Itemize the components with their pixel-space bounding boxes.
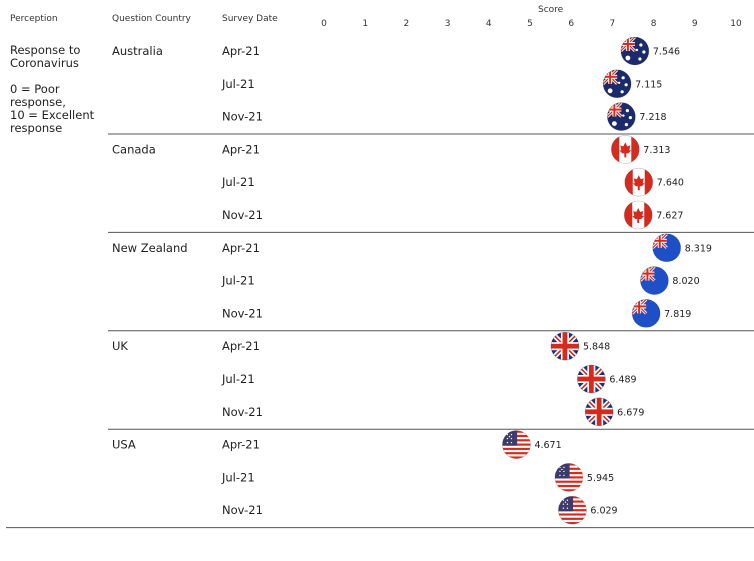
survey-date-label: Jul-21 bbox=[221, 175, 255, 189]
x-tick-label: 6 bbox=[568, 19, 574, 29]
usa-flag-icon bbox=[554, 463, 584, 492]
survey-date-label: Nov-21 bbox=[222, 110, 263, 124]
score-value-label: 7.627 bbox=[656, 211, 683, 222]
new-zealand-flag-icon bbox=[631, 299, 661, 328]
country-column-header: Question Country bbox=[112, 14, 191, 24]
score-value-label: 7.313 bbox=[643, 145, 670, 156]
score-value-label: 7.115 bbox=[635, 79, 662, 90]
country-label: New Zealand bbox=[112, 241, 188, 255]
uk-flag-icon bbox=[550, 331, 580, 361]
survey-date-label: Nov-21 bbox=[222, 503, 263, 517]
new-zealand-flag-icon bbox=[652, 233, 682, 263]
uk-flag-icon bbox=[577, 364, 606, 394]
survey-date-label: Nov-21 bbox=[222, 208, 263, 222]
perception-scale-line: 0 = Poor bbox=[10, 82, 60, 96]
score-value-label: 8.020 bbox=[672, 276, 699, 287]
score-value-label: 7.546 bbox=[653, 47, 680, 58]
score-value-label: 8.319 bbox=[685, 243, 712, 254]
uk-flag-icon bbox=[584, 397, 614, 427]
country-label: Canada bbox=[112, 142, 156, 156]
x-tick-label: 0 bbox=[321, 19, 327, 29]
x-tick-label: 8 bbox=[651, 19, 657, 29]
country-label: Australia bbox=[112, 44, 163, 58]
score-value-label: 4.671 bbox=[534, 440, 561, 451]
survey-date-label: Apr-21 bbox=[222, 142, 260, 156]
score-value-label: 7.218 bbox=[639, 112, 666, 123]
usa-flag-icon bbox=[558, 495, 587, 525]
australia-flag-icon bbox=[607, 102, 636, 131]
x-tick-label: 7 bbox=[610, 19, 616, 29]
perception-title-line: Coronavirus bbox=[10, 56, 79, 70]
survey-date-label: Nov-21 bbox=[222, 306, 263, 320]
survey-date-label: Jul-21 bbox=[221, 274, 255, 288]
score-value-label: 6.029 bbox=[590, 506, 617, 517]
australia-flag-icon bbox=[620, 36, 650, 66]
canada-flag-icon bbox=[610, 135, 640, 164]
survey-date-label: Jul-21 bbox=[221, 470, 255, 484]
survey-date-label: Jul-21 bbox=[221, 77, 255, 91]
score-value-label: 5.945 bbox=[587, 473, 614, 484]
score-value-label: 7.640 bbox=[657, 178, 684, 189]
x-tick-label: 4 bbox=[486, 19, 492, 29]
survey-date-label: Apr-21 bbox=[222, 339, 260, 353]
perception-scale-line: response, bbox=[10, 95, 66, 109]
perception-description: Response to Coronavirus 0 = Poor respons… bbox=[10, 44, 110, 135]
score-value-label: 6.489 bbox=[609, 375, 636, 386]
survey-date-label: Apr-21 bbox=[222, 44, 260, 58]
x-tick-label: 2 bbox=[404, 19, 410, 29]
survey-date-label: Nov-21 bbox=[222, 405, 263, 419]
date-column-header: Survey Date bbox=[222, 14, 278, 24]
survey-date-label: Jul-21 bbox=[221, 372, 255, 386]
score-value-label: 7.819 bbox=[664, 309, 691, 320]
canada-flag-icon bbox=[623, 200, 653, 230]
survey-date-label: Apr-21 bbox=[222, 241, 260, 255]
perception-column-header: Perception bbox=[10, 14, 58, 24]
perception-scale-line: 10 = Excellent bbox=[10, 108, 95, 122]
x-tick-label: 5 bbox=[527, 19, 533, 29]
country-label: UK bbox=[112, 339, 128, 353]
new-zealand-flag-icon bbox=[640, 266, 669, 295]
perception-scale-line: response bbox=[10, 121, 63, 135]
x-tick-label: 9 bbox=[692, 19, 698, 29]
score-value-label: 5.848 bbox=[583, 342, 610, 353]
usa-flag-icon bbox=[502, 430, 531, 459]
survey-date-label: Apr-21 bbox=[222, 438, 260, 452]
x-tick-label: 1 bbox=[362, 19, 368, 29]
canada-flag-icon bbox=[624, 167, 654, 197]
perception-title-line: Response to bbox=[10, 43, 81, 57]
x-tick-label: 3 bbox=[445, 19, 451, 29]
australia-flag-icon bbox=[602, 69, 632, 99]
x-axis-title: Score bbox=[538, 5, 564, 15]
score-value-label: 6.679 bbox=[617, 407, 644, 418]
country-label: USA bbox=[112, 438, 136, 452]
x-tick-label: 10 bbox=[730, 19, 742, 29]
